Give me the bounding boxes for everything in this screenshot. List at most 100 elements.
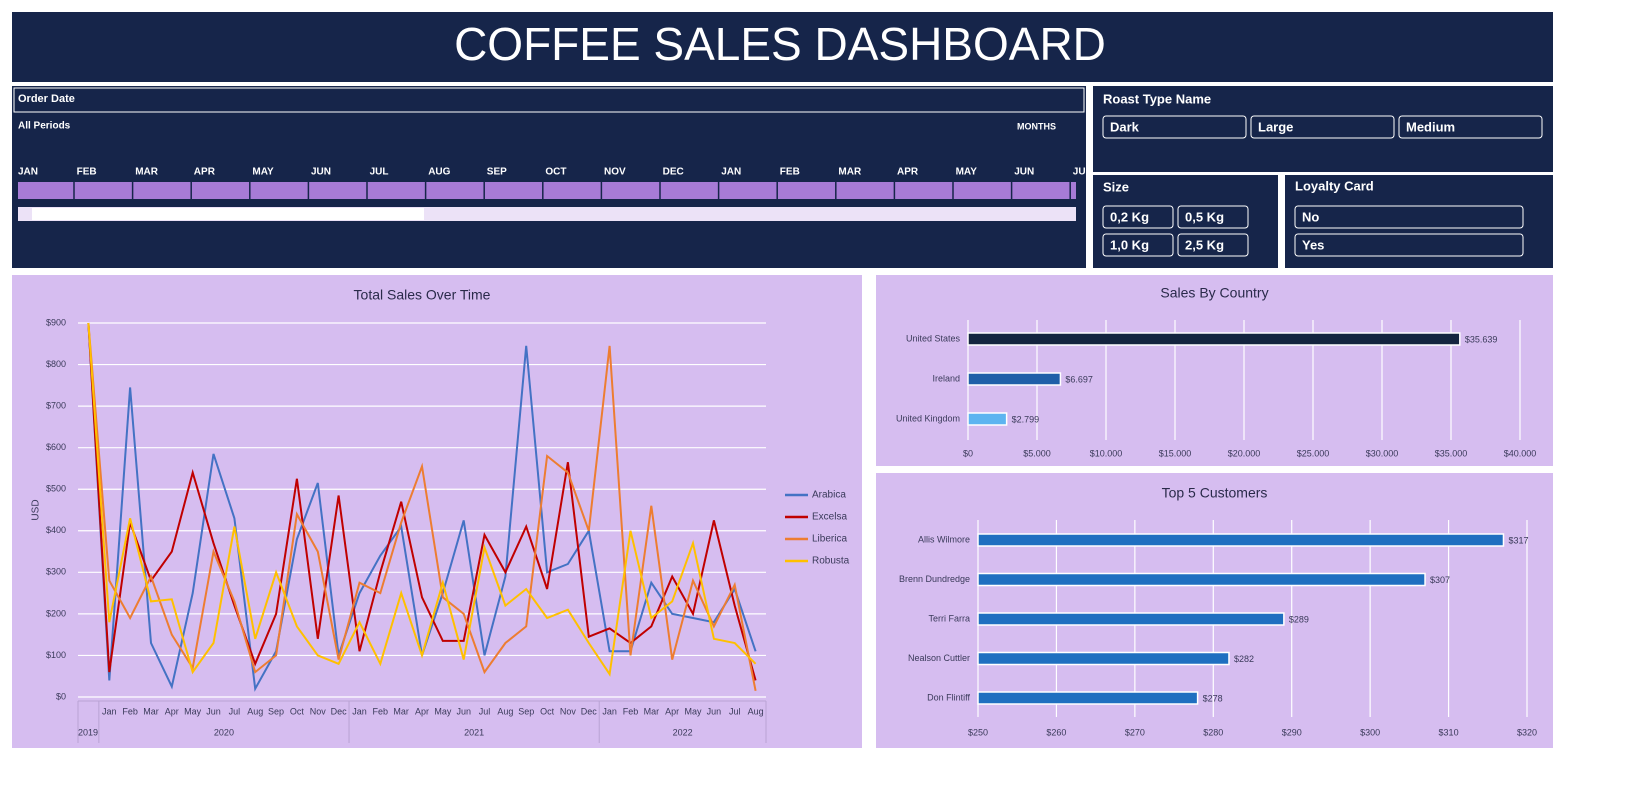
slicer-item[interactable] bbox=[1177, 205, 1249, 229]
slicer-item[interactable] bbox=[1102, 115, 1247, 139]
y-tick-label: $400 bbox=[46, 525, 66, 535]
header-band bbox=[12, 12, 1553, 82]
x-tick-label: Jun bbox=[707, 706, 722, 716]
x-tick-label: Jan bbox=[352, 706, 367, 716]
x-tick-label: Dec bbox=[581, 706, 598, 716]
country-chart-panel bbox=[876, 275, 1553, 466]
x-tick-label: May bbox=[434, 706, 452, 716]
y-tick-label: $600 bbox=[46, 442, 66, 452]
x-tick-label: Jul bbox=[479, 706, 491, 716]
slicer-item-label[interactable]: 2,5 Kg bbox=[1185, 237, 1224, 252]
timeline-month: FEB bbox=[77, 167, 97, 178]
slicer-item[interactable] bbox=[1398, 115, 1543, 139]
y-tick-label: Allis Wilmore bbox=[918, 534, 970, 544]
slicer-title: Size bbox=[1103, 179, 1129, 194]
x-tick-label: Nov bbox=[310, 706, 327, 716]
y-tick-label: $500 bbox=[46, 484, 66, 494]
x-tick-label: Feb bbox=[122, 706, 138, 716]
x-tick-label: Nov bbox=[560, 706, 577, 716]
chart-title: Top 5 Customers bbox=[1162, 485, 1268, 501]
slicer-item[interactable] bbox=[1177, 233, 1249, 257]
bar bbox=[977, 533, 1505, 547]
timeline-bar[interactable] bbox=[18, 182, 1076, 199]
slicer-item-label[interactable]: Medium bbox=[1406, 119, 1455, 134]
slicer-item-label[interactable]: No bbox=[1302, 209, 1319, 224]
x-tick-label: $0 bbox=[963, 448, 973, 458]
legend-label: Liberica bbox=[812, 534, 847, 545]
y-tick-label: Terri Farra bbox=[928, 613, 970, 623]
slicer-item-label[interactable]: 1,0 Kg bbox=[1110, 237, 1149, 252]
x-tick-label: $260 bbox=[1046, 727, 1066, 737]
x-tick-label: $5.000 bbox=[1023, 448, 1051, 458]
x-tick-label: Jun bbox=[456, 706, 471, 716]
x-tick-label: Aug bbox=[748, 706, 764, 716]
slicer-item-label[interactable]: 0,5 Kg bbox=[1185, 209, 1224, 224]
slicer-item[interactable] bbox=[1102, 205, 1174, 229]
chart-title: Sales By Country bbox=[1160, 285, 1268, 301]
timeline-month: APR bbox=[194, 167, 216, 178]
x-tick-label: $10.000 bbox=[1090, 448, 1123, 458]
y-tick-label: Ireland bbox=[932, 373, 960, 383]
slicer-item-label[interactable]: 0,2 Kg bbox=[1110, 209, 1149, 224]
y-tick-label: $100 bbox=[46, 650, 66, 660]
timeline-header-box bbox=[13, 87, 1085, 113]
x-tick-label: $250 bbox=[968, 727, 988, 737]
x-tick-label: $40.000 bbox=[1504, 448, 1537, 458]
slicer-item-label[interactable]: Dark bbox=[1110, 119, 1140, 134]
slicer-item[interactable] bbox=[1250, 115, 1395, 139]
slicer-item[interactable] bbox=[1294, 205, 1524, 229]
x-tick-label: Aug bbox=[247, 706, 263, 716]
timeline-month: JAN bbox=[18, 167, 38, 178]
slicer-title: Roast Type Name bbox=[1103, 91, 1211, 106]
y-axis-label: USD bbox=[31, 499, 42, 520]
y-tick-label: $0 bbox=[56, 691, 66, 701]
bar bbox=[967, 332, 1461, 346]
x-tick-label: Jul bbox=[729, 706, 741, 716]
x-tick-label: Feb bbox=[373, 706, 389, 716]
x-tick-label: Apr bbox=[165, 706, 179, 716]
x-tick-label: $300 bbox=[1360, 727, 1380, 737]
data-label: $6.697 bbox=[1065, 374, 1093, 384]
x-tick-label: Feb bbox=[623, 706, 639, 716]
y-tick-label: Nealson Cuttler bbox=[908, 653, 970, 663]
timeline-period: All Periods bbox=[18, 121, 71, 132]
slicer-item-label[interactable]: Large bbox=[1258, 119, 1293, 134]
line-chart-panel bbox=[12, 275, 862, 748]
y-tick-label: Don Flintiff bbox=[927, 692, 970, 702]
x-tick-label: Oct bbox=[540, 706, 555, 716]
data-label: $278 bbox=[1203, 693, 1223, 703]
slicer-item[interactable] bbox=[1102, 233, 1174, 257]
bar bbox=[967, 372, 1062, 386]
y-tick-label: $900 bbox=[46, 317, 66, 327]
bar bbox=[977, 691, 1199, 705]
slicer-item[interactable] bbox=[1294, 233, 1524, 257]
x-tick-label: Jul bbox=[229, 706, 241, 716]
timeline-unit[interactable]: MONTHS bbox=[1017, 121, 1056, 131]
timeline-month: AUG bbox=[428, 167, 450, 178]
data-label: $307 bbox=[1430, 575, 1450, 585]
timeline-month: JUN bbox=[1014, 167, 1034, 178]
y-tick-label: Brenn Dundredge bbox=[899, 574, 970, 584]
timeline-month: OCT bbox=[545, 167, 566, 178]
slicer-item-label[interactable]: Yes bbox=[1302, 237, 1324, 252]
x-tick-label: $25.000 bbox=[1297, 448, 1330, 458]
x-tick-label: Apr bbox=[665, 706, 679, 716]
y-tick-label: $800 bbox=[46, 359, 66, 369]
timeline-month: MAY bbox=[956, 167, 978, 178]
y-tick-label: $700 bbox=[46, 400, 66, 410]
timeline-panel bbox=[12, 86, 1086, 268]
x-tick-label: $290 bbox=[1282, 727, 1302, 737]
x-group-label: 2022 bbox=[673, 727, 693, 737]
data-label: $35.639 bbox=[1465, 334, 1498, 344]
data-label: $317 bbox=[1508, 535, 1528, 545]
timeline-month: JUL bbox=[370, 167, 389, 178]
x-group-label: 2020 bbox=[214, 727, 234, 737]
series-line bbox=[87, 322, 757, 691]
x-tick-label: May bbox=[685, 706, 703, 716]
bar bbox=[967, 412, 1008, 426]
x-tick-label: Sep bbox=[268, 706, 284, 716]
timeline-scroll-thumb[interactable] bbox=[32, 208, 424, 220]
x-group-label: 2021 bbox=[464, 727, 484, 737]
x-tick-label: $320 bbox=[1517, 727, 1537, 737]
